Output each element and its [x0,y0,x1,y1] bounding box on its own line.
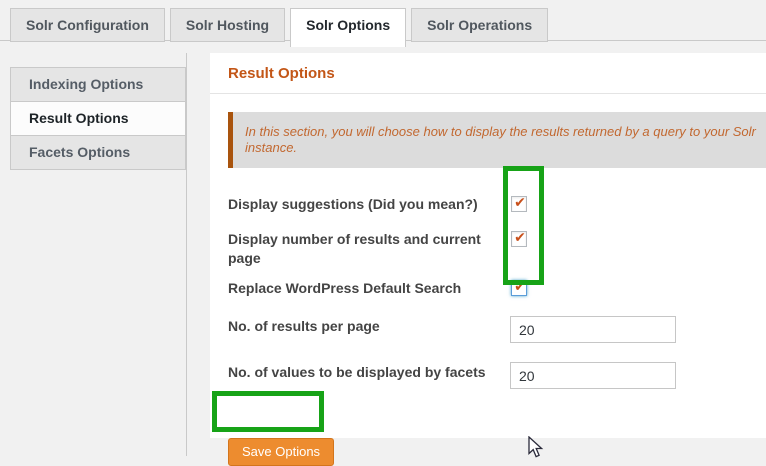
section-info-note: In this section, you will choose how to … [228,112,766,168]
display-number-label: Display number of results and current pa… [228,231,481,266]
results-per-page-label: No. of results per page [228,318,380,334]
result-options-form: Display suggestions (Did you mean?) ✔ Di… [228,194,766,466]
facet-values-input[interactable] [510,362,676,389]
tab-bar: Solr Configuration Solr Hosting Solr Opt… [0,0,766,47]
tab-solr-options[interactable]: Solr Options [290,8,407,47]
options-sidebar: Indexing Options Result Options Facets O… [10,67,186,170]
tab-solr-operations[interactable]: Solr Operations [411,8,549,42]
row-display-number: Display number of results and current pa… [228,229,766,268]
tab-solr-configuration[interactable]: Solr Configuration [10,8,165,42]
sidebar-item-facets-options[interactable]: Facets Options [10,135,186,170]
results-per-page-input[interactable] [510,316,676,343]
row-results-per-page: No. of results per page [228,316,766,345]
display-suggestions-label: Display suggestions (Did you mean?) [228,196,478,212]
row-facet-values: No. of values to be displayed by facets [228,362,766,391]
checkmark-icon: ✔ [514,229,526,245]
tab-solr-hosting[interactable]: Solr Hosting [169,8,286,42]
sidebar-item-result-options[interactable]: Result Options [10,101,186,136]
replace-default-search-label: Replace WordPress Default Search [228,280,462,296]
row-display-suggestions: Display suggestions (Did you mean?) ✔ [228,194,766,214]
display-suggestions-checkbox[interactable]: ✔ [511,194,527,212]
checkmark-icon: ✔ [514,278,526,294]
row-replace-default-search: Replace WordPress Default Search ✔ [228,278,766,298]
checkmark-icon: ✔ [514,194,526,210]
sidebar-item-indexing-options[interactable]: Indexing Options [10,67,186,102]
display-number-checkbox[interactable]: ✔ [511,229,527,247]
replace-default-search-checkbox[interactable]: ✔ [511,278,527,296]
facet-values-label: No. of values to be displayed by facets [228,364,486,380]
save-options-button[interactable]: Save Options [228,438,335,466]
sidebar-divider [186,53,187,456]
page-title: Result Options [210,53,766,94]
result-options-panel: Result Options In this section, you will… [210,53,766,466]
